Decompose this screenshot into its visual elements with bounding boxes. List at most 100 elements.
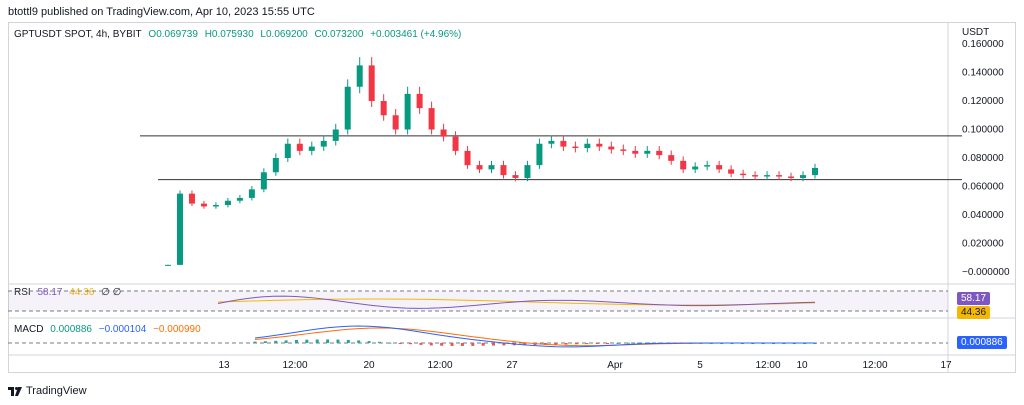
candle-body [620, 149, 627, 151]
macd-histogram-bar [626, 342, 630, 344]
macd-histogram-bar [377, 341, 381, 343]
rsi-line [217, 295, 816, 309]
candle-body [392, 115, 399, 130]
macd-histogram-bar [284, 340, 288, 343]
rsi-band [8, 291, 948, 311]
candle-body [332, 129, 339, 141]
macd-histogram-bar [398, 343, 402, 344]
candle-body [644, 150, 651, 154]
price-tick-label: −0.000000 [962, 267, 1010, 278]
candle-body [572, 146, 579, 149]
candle-body [812, 167, 818, 176]
candle-body [308, 146, 315, 151]
macd-histogram-bar [574, 343, 578, 345]
currency-label: USDT [962, 27, 990, 38]
candle-body [188, 193, 195, 204]
time-tick-label: 12:00 [755, 360, 780, 371]
rsi-value: 58.17 [37, 287, 63, 298]
candle-body [656, 150, 663, 156]
macd-histogram-bar [585, 343, 589, 344]
price-legend: GPTUSDT SPOT, 4h, BYBIT O0.069739 H0.075… [14, 29, 465, 40]
macd-histogram-bar [357, 340, 361, 343]
macd-histogram-bar [305, 339, 309, 343]
time-tick-label: Apr [607, 360, 623, 371]
candle-body [608, 146, 615, 150]
candle-body [296, 143, 303, 151]
macd-histogram-bar [326, 339, 330, 343]
candle-body [356, 65, 363, 87]
open-value: O0.069739 [148, 29, 198, 40]
candle-body [284, 143, 291, 158]
candle-body [668, 155, 675, 161]
macd-histogram-bar [346, 339, 350, 343]
symbol-label: GPTUSDT SPOT, 4h, BYBIT [14, 29, 142, 40]
macd-histogram-bar [429, 343, 433, 346]
price-tick-label: 0.060000 [962, 182, 1004, 193]
candle-body [368, 65, 375, 101]
candle-body [344, 86, 351, 130]
candle-body [260, 172, 267, 190]
chart-frame [8, 22, 1016, 373]
candle-body [596, 143, 603, 147]
candle-body [416, 93, 423, 109]
macd-histogram-bar [274, 340, 278, 343]
candle-body [584, 143, 591, 149]
rsi-legend: RSI 58.17 44.36 ∅ ∅ [14, 287, 125, 298]
time-tick-label: 10 [796, 360, 808, 371]
time-tick-label: 20 [363, 360, 375, 371]
footer-brand: TradingView [26, 385, 87, 397]
macd-label: MACD [14, 324, 44, 335]
macd-histogram-bar [637, 342, 641, 344]
macd-histogram-bar [564, 343, 568, 345]
macd-histogram-bar [315, 339, 319, 343]
time-tick-label: 5 [697, 360, 703, 371]
price-tick-label: 0.040000 [962, 210, 1004, 221]
candle-body [248, 189, 255, 198]
macd-histogram-bar [492, 343, 496, 346]
macd-histogram-bar [523, 343, 527, 346]
candle-body [212, 205, 219, 207]
macd-histogram-bar [294, 340, 298, 343]
candle-body [548, 140, 555, 144]
price-tick-label: 0.020000 [962, 239, 1004, 250]
macd-signal-value: −0.000104 [98, 324, 147, 335]
time-tick-label: 17 [940, 360, 952, 371]
macd-histogram-bar [263, 341, 267, 343]
rsi-ma-badge: 44.36 [957, 306, 991, 319]
candle-body [452, 136, 459, 151]
candle-body [176, 193, 183, 265]
candle-body [440, 129, 447, 137]
candle-body [488, 165, 495, 170]
macd-histogram-bar [409, 343, 413, 345]
time-tick-label: 13 [218, 360, 230, 371]
low-value: L0.069200 [260, 29, 308, 40]
macd-histogram-bar [253, 341, 257, 343]
rsi-flags: ∅ ∅ [101, 287, 122, 298]
candle-body [740, 173, 747, 176]
macd-histogram-bar [388, 342, 392, 344]
macd-histogram-bar [502, 343, 506, 346]
price-tick-label: 0.140000 [962, 68, 1004, 79]
close-value: C0.073200 [314, 29, 364, 40]
rsi-label: RSI [14, 287, 31, 298]
candle-body [692, 166, 699, 170]
macd-histogram-bar [606, 343, 610, 344]
price-tick-label: 0.080000 [962, 153, 1004, 164]
macd-histogram-bar [419, 343, 423, 345]
candle-body [380, 101, 387, 116]
candle-body [236, 197, 243, 201]
macd-line [254, 325, 815, 348]
macd-histogram-bar [471, 343, 475, 346]
candle-body [428, 108, 435, 130]
macd-histogram-bar [440, 343, 444, 346]
candle-body [200, 203, 207, 207]
candle-body [764, 175, 771, 177]
candle-body [776, 175, 783, 177]
change-value: +0.003461 (+4.96%) [370, 29, 462, 40]
macd-histogram-bar [460, 343, 464, 346]
macd-value: 0.000886 [50, 324, 92, 335]
price-tick-label: 0.100000 [962, 125, 1004, 136]
footer: TradingView [8, 385, 87, 397]
candle-body [165, 264, 171, 266]
